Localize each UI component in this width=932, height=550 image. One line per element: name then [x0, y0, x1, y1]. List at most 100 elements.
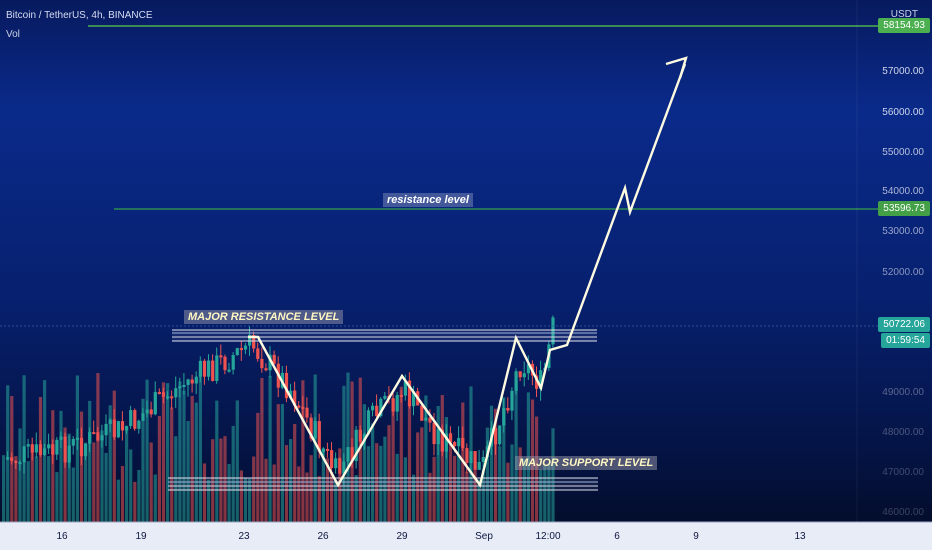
major-support-label[interactable]: MAJOR SUPPORT LEVEL — [515, 456, 658, 470]
time-tick: 19 — [135, 531, 147, 542]
volume-bar — [338, 448, 342, 522]
candle-body — [43, 448, 47, 455]
volume-bar — [153, 474, 157, 522]
candle-body — [129, 410, 133, 427]
volume-bar — [112, 390, 116, 522]
candle-body — [116, 421, 120, 438]
candle-body — [268, 354, 272, 371]
resistance-level-label[interactable]: resistance level — [383, 193, 473, 207]
volume-bar — [133, 481, 137, 522]
target-price-tag[interactable]: 58154.93 — [878, 18, 930, 33]
candle-body — [10, 457, 14, 461]
price-tick: 53000.00 — [882, 226, 924, 237]
resistance-price-tag[interactable]: 53596.73 — [878, 201, 930, 216]
candle-body — [202, 360, 207, 377]
major-resistance-label[interactable]: MAJOR RESISTANCE LEVEL — [184, 310, 344, 324]
volume-bar — [207, 479, 211, 522]
volume-bar — [473, 461, 477, 522]
time-tick: 23 — [238, 531, 250, 542]
candle-body — [473, 451, 477, 470]
volume-bar — [309, 455, 313, 522]
price-tick: 48000.00 — [882, 427, 924, 438]
volume-bar — [321, 448, 325, 522]
candle-body — [375, 405, 379, 417]
volume-bar — [399, 386, 403, 522]
volume-bar — [174, 436, 178, 522]
price-tick: 56000.00 — [882, 107, 924, 118]
candle-body — [453, 442, 457, 447]
volume-bar — [161, 382, 166, 522]
major-support-channel[interactable] — [168, 477, 598, 491]
volume-bar — [416, 432, 420, 522]
candle-body — [284, 372, 289, 399]
time-tick: 9 — [693, 531, 699, 542]
candle-body — [309, 417, 313, 439]
candle-body — [551, 317, 555, 345]
candle-body — [469, 451, 473, 463]
candle-body — [518, 371, 522, 378]
candle-body — [145, 409, 149, 414]
volume-bar — [465, 471, 469, 522]
price-axis-strip[interactable] — [858, 0, 932, 530]
volume-bar — [141, 398, 145, 522]
volume-bar — [272, 464, 276, 522]
candle-body — [166, 396, 170, 399]
candle-body — [227, 369, 231, 372]
volume-bar — [182, 390, 186, 522]
current-price-tag[interactable]: 50722.06 — [878, 317, 930, 332]
volume-bar — [129, 449, 133, 522]
candle-body — [383, 395, 387, 399]
volume-bar — [252, 456, 256, 522]
volume-bar — [436, 406, 440, 522]
candle-body — [535, 375, 539, 389]
candle-body — [38, 444, 43, 455]
volume-bar — [227, 464, 231, 522]
candle-body — [63, 436, 67, 463]
volume-bar — [243, 478, 248, 522]
candle-body — [522, 373, 526, 378]
volume-bar — [543, 465, 547, 522]
candle-body — [96, 432, 100, 441]
candle-body — [305, 407, 309, 418]
candle-body — [239, 348, 243, 351]
volume-bar — [18, 428, 22, 522]
volume-bar — [317, 476, 321, 522]
volume-bar — [330, 471, 334, 522]
volume-indicator-label[interactable]: Vol — [6, 29, 20, 40]
volume-bar — [215, 400, 219, 522]
volume-bar — [547, 463, 551, 522]
major-resistance-channel[interactable] — [172, 329, 597, 342]
candle-body — [71, 439, 75, 446]
candle-body — [67, 445, 71, 463]
volume-bar — [301, 380, 305, 522]
candle-body — [514, 371, 518, 391]
pattern-drawing[interactable] — [248, 63, 687, 488]
volume-bar — [432, 456, 436, 522]
price-tick: 54000.00 — [882, 186, 924, 197]
volume-bar — [223, 436, 227, 522]
price-tick: 52000.00 — [882, 267, 924, 278]
time-tick: 26 — [317, 531, 329, 542]
candle-body — [211, 360, 215, 382]
volume-bar — [481, 468, 485, 522]
candle-body — [395, 394, 399, 412]
candle-body — [34, 444, 38, 453]
volume-bar — [276, 404, 280, 522]
time-axis-strip[interactable] — [0, 522, 932, 550]
volume-bar — [334, 481, 338, 522]
candle-body — [215, 355, 219, 382]
volume-bar — [157, 415, 161, 522]
volume-bar — [284, 445, 289, 522]
price-tick: 57000.00 — [882, 66, 924, 77]
candle-body — [198, 360, 202, 377]
volume-bar — [166, 383, 170, 522]
volume-bar — [293, 424, 297, 522]
candle-body — [481, 457, 485, 463]
volume-bar — [248, 478, 252, 522]
symbol-title[interactable]: Bitcoin / TetherUS, 4h, BINANCE — [6, 10, 153, 21]
candle-body — [194, 376, 198, 384]
volume-bar — [100, 430, 104, 522]
candle-body — [325, 448, 330, 451]
